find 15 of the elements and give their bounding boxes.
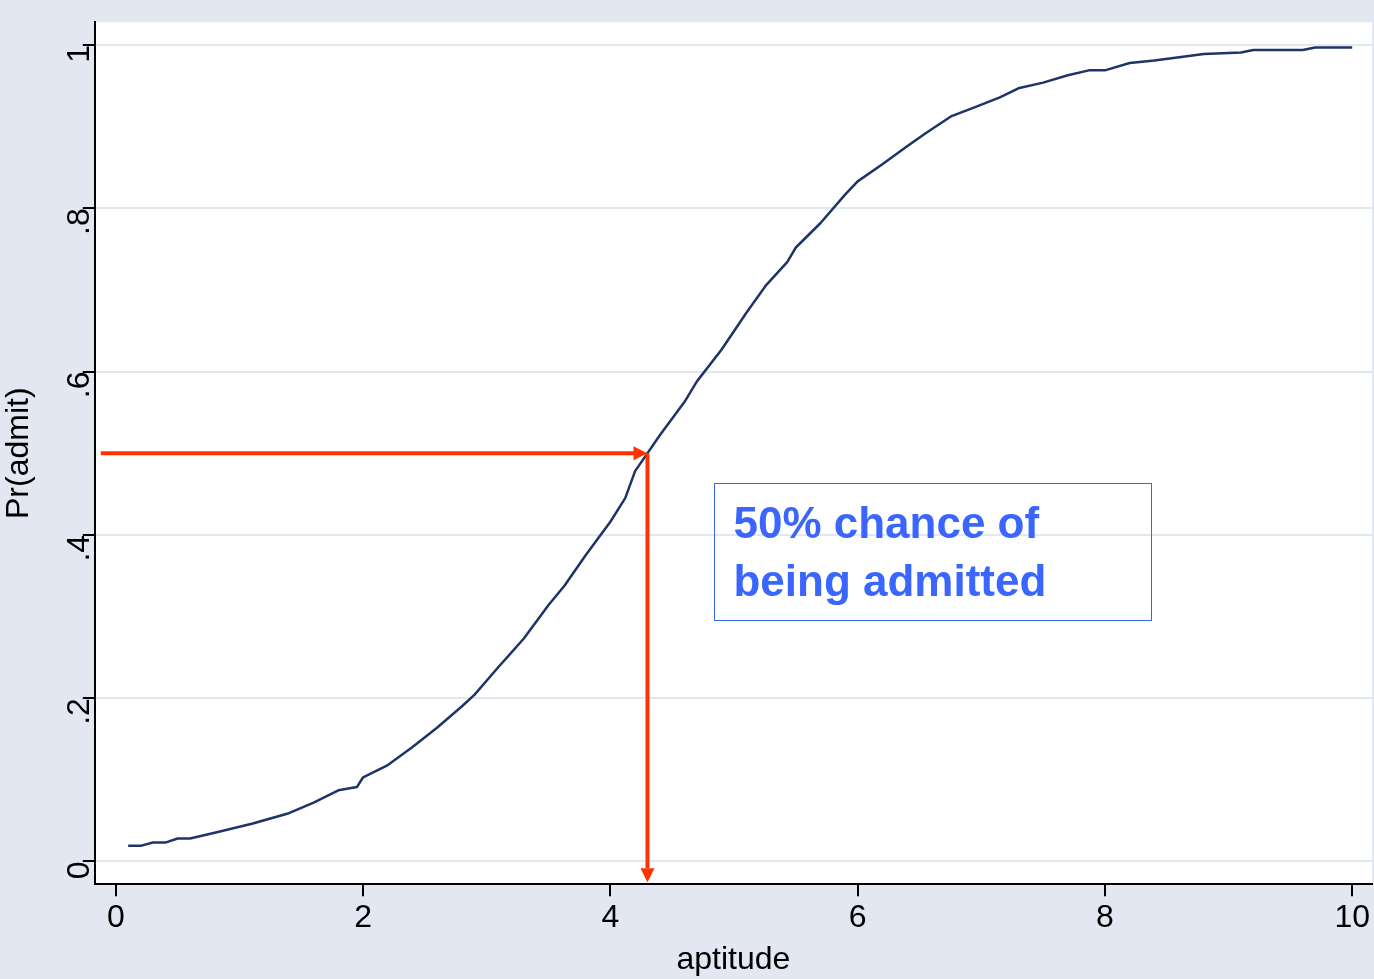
x-tick-label: 0 (106, 898, 125, 935)
y-axis-title: Pr(admit) (0, 387, 36, 519)
x-tick-label: 6 (848, 898, 867, 935)
y-tick-label: .8 (59, 208, 96, 235)
x-axis-title: aptitude (676, 939, 791, 976)
y-tick-label: .4 (59, 534, 96, 562)
x-tick-label: 8 (1096, 898, 1114, 935)
x-tick-label: 10 (1334, 898, 1371, 935)
y-tick-label: 0 (59, 861, 96, 880)
y-tick-label: .2 (59, 698, 96, 725)
annotation: 50% chance of being admitted (714, 483, 1153, 622)
y-tick-label: 1 (59, 45, 96, 63)
x-tick-label: 4 (601, 898, 620, 935)
y-tick-label: .6 (59, 371, 96, 399)
x-tick-label: 2 (354, 898, 372, 935)
